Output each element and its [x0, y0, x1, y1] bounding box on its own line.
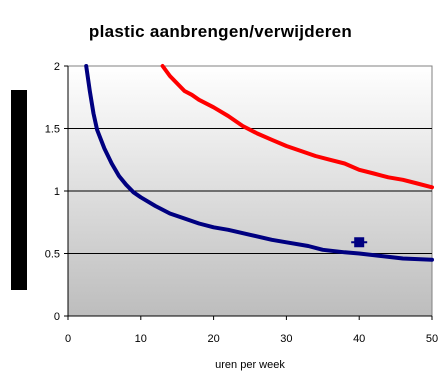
series-line-1	[84, 64, 434, 262]
x-tick-label-3: 30	[280, 333, 292, 345]
x-axis-label: uren per week	[215, 359, 285, 371]
x-tick-label-2: 20	[207, 333, 219, 345]
y-tick-label-2: 1	[54, 186, 60, 198]
axes	[64, 65, 433, 320]
y-tick-label-1: 0.5	[45, 249, 60, 261]
x-tick-label-5: 50	[426, 333, 438, 345]
chart-title: plastic aanbrengen/verwijderen	[88, 22, 353, 41]
y-tick-label-0: 0	[54, 311, 60, 323]
x-tick-label-4: 40	[353, 333, 365, 345]
y-tick-label-3: 1.5	[45, 124, 60, 136]
x-tick-label-1: 10	[135, 333, 147, 345]
y-axis-label	[11, 90, 27, 290]
x-tick-label-0: 0	[65, 333, 71, 345]
series-layer	[84, 64, 434, 262]
y-tick-label-4: 2	[54, 61, 60, 73]
tick-labels: 00.511.520 10 20 30 40 50	[45, 61, 438, 345]
series-line-0	[160, 64, 434, 190]
